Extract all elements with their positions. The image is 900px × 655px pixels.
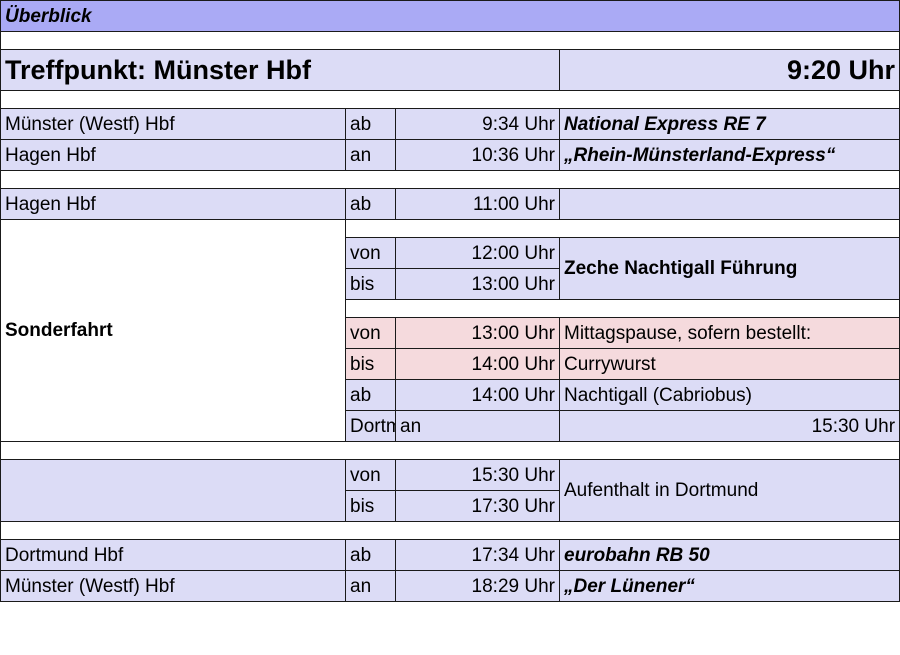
type-cell: an <box>345 139 396 171</box>
time-cell: 11:00 Uhr <box>395 188 560 220</box>
train-note: eurobahn RB 50 <box>558 539 900 571</box>
type-cell: bis <box>345 490 396 522</box>
tour-note: Zeche Nachtigall Führung <box>558 237 900 300</box>
page-title: Überblick <box>0 0 900 32</box>
spacer-row <box>0 441 900 460</box>
station-cell: Münster (Westf) Hbf <box>0 108 346 140</box>
table-row: bis 13:00 Uhr <box>1 268 900 300</box>
stay-note: Aufenthalt in Dortmund <box>558 459 900 522</box>
table-row: Münster (Westf) Hbf an 18:29 Uhr „Der Lü… <box>0 570 900 602</box>
time-cell: 15:30 Uhr <box>395 459 560 491</box>
table-row: Münster (Westf) Hbf ab 9:34 Uhr National… <box>0 108 900 140</box>
spacer-row <box>0 31 900 50</box>
spacer-row <box>0 170 900 189</box>
time-cell: 18:29 Uhr <box>395 570 560 602</box>
type-cell: ab <box>345 188 396 220</box>
time-cell: 17:30 Uhr <box>395 490 560 522</box>
table-row: Dortmund Hbf ab 17:34 Uhr eurobahn RB 50 <box>0 539 900 571</box>
time-cell: 14:00 Uhr <box>395 379 560 411</box>
table-row: ab 14:00 Uhr Nachtigall (Cabriobus) <box>1 379 900 411</box>
type-cell: bis <box>345 268 396 300</box>
meeting-time: 9:20 Uhr <box>558 49 900 91</box>
station-cell: Hagen Hbf <box>0 188 346 220</box>
meeting-row: Treffpunkt: Münster Hbf 9:20 Uhr <box>0 49 900 91</box>
schedule-table: Überblick Treffpunkt: Münster Hbf 9:20 U… <box>0 0 900 602</box>
spacer-row <box>0 90 900 109</box>
type-cell: von <box>345 237 396 269</box>
lunch-note: Mittagspause, sofern bestellt: <box>558 317 900 349</box>
time-cell: 14:00 Uhr <box>395 348 560 380</box>
type-cell: ab <box>345 539 396 571</box>
time-cell: 13:00 Uhr <box>395 268 560 300</box>
spacer-row <box>0 521 900 540</box>
time-cell: 17:34 Uhr <box>395 539 560 571</box>
station-cell: Dortmund Hbf <box>345 410 396 442</box>
meeting-label: Treffpunkt: Münster Hbf <box>0 49 560 91</box>
station-cell: Münster (Westf) Hbf <box>0 570 346 602</box>
train-note: „Der Lünener“ <box>558 570 900 602</box>
time-cell: 9:34 Uhr <box>395 108 560 140</box>
spacer-row: Sonderfahrt <box>0 219 900 442</box>
station-cell: Hagen Hbf <box>0 139 346 171</box>
type-cell: bis <box>345 348 396 380</box>
train-note: National Express RE 7 <box>558 108 900 140</box>
special-label: Sonderfahrt <box>0 219 346 442</box>
type-cell: ab <box>345 379 396 411</box>
table-row: von 12:00 Uhr Zeche Nachtigall Führung <box>1 237 900 300</box>
time-cell: 13:00 Uhr <box>395 317 560 349</box>
type-cell: an <box>395 410 560 442</box>
note-cell <box>558 188 900 220</box>
time-cell: 12:00 Uhr <box>395 237 560 269</box>
header-row: Überblick <box>0 0 900 32</box>
type-cell: ab <box>345 108 396 140</box>
lunch-menu: Currywurst <box>558 348 900 380</box>
table-row: Hagen Hbf ab 11:00 Uhr <box>0 188 900 220</box>
type-cell: von <box>345 459 396 491</box>
type-cell: an <box>345 570 396 602</box>
time-cell: 10:36 Uhr <box>395 139 560 171</box>
table-row: bis 14:00 Uhr Currywurst <box>1 348 900 380</box>
table-row: von 15:30 Uhr Aufenthalt in Dortmund <box>0 459 900 522</box>
type-cell: von <box>345 317 396 349</box>
train-note: „Rhein-Münsterland-Express“ <box>558 139 900 171</box>
time-cell: 15:30 Uhr <box>558 410 900 442</box>
bus-note: Nachtigall (Cabriobus) <box>558 379 900 411</box>
table-row: von 13:00 Uhr Mittagspause, sofern beste… <box>1 317 900 349</box>
station-cell: Dortmund Hbf <box>0 539 346 571</box>
station-cell <box>0 459 346 522</box>
table-row: Hagen Hbf an 10:36 Uhr „Rhein-Münsterlan… <box>0 139 900 171</box>
